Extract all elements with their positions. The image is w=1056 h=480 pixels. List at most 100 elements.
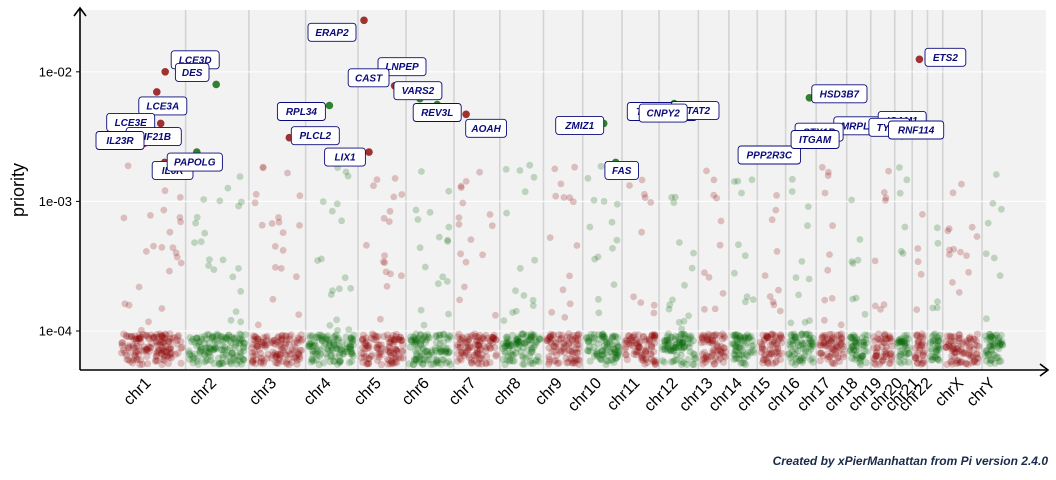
- data-point: [185, 347, 193, 355]
- data-point: [392, 345, 400, 353]
- data-point: [143, 331, 151, 339]
- data-point: [603, 343, 612, 351]
- data-point: [500, 317, 508, 324]
- data-point: [856, 236, 864, 243]
- data-point: [363, 360, 371, 368]
- data-point: [806, 335, 814, 343]
- data-point: [194, 354, 202, 363]
- data-point: [387, 270, 394, 278]
- data-point: [134, 355, 142, 363]
- data-point: [160, 356, 168, 364]
- data-point: [599, 331, 607, 339]
- data-point: [418, 168, 425, 175]
- data-point: [520, 292, 528, 299]
- data-point: [661, 341, 669, 349]
- data-point: [590, 334, 598, 342]
- gene-label-box: [638, 103, 688, 123]
- data-point: [972, 337, 980, 345]
- data-point: [367, 352, 375, 360]
- data-point: [332, 344, 341, 352]
- data-point: [483, 353, 491, 361]
- data-point: [152, 356, 160, 364]
- data-point: [349, 352, 357, 360]
- data-point: [128, 359, 137, 367]
- data-point: [419, 355, 427, 363]
- data-point: [858, 352, 866, 360]
- data-point: [568, 348, 576, 356]
- data-point: [704, 330, 713, 338]
- data-point: [534, 353, 542, 361]
- data-point: [222, 351, 230, 359]
- data-point: [821, 338, 829, 346]
- data-point: [275, 333, 283, 341]
- data-point: [878, 343, 886, 351]
- data-point: [860, 338, 868, 346]
- data-point: [584, 337, 592, 345]
- data-point: [225, 331, 233, 339]
- data-point: [559, 286, 567, 294]
- data-point: [240, 339, 248, 347]
- data-point: [424, 331, 432, 339]
- data-point: [462, 339, 471, 347]
- data-point: [484, 334, 492, 342]
- data-point: [575, 344, 583, 352]
- data-point: [504, 352, 512, 360]
- data-point: [919, 335, 927, 343]
- chr-label-chr6: chr6: [399, 375, 433, 409]
- data-point: [374, 345, 382, 353]
- data-point: [882, 346, 890, 355]
- data-point: [268, 337, 276, 345]
- data-point: [702, 333, 710, 341]
- data-point: [333, 200, 341, 208]
- data-point: [196, 348, 204, 356]
- data-point: [829, 333, 838, 341]
- data-point: [691, 355, 700, 363]
- data-point: [189, 355, 197, 363]
- data-point: [166, 349, 174, 357]
- data-point: [432, 332, 440, 341]
- data-point: [513, 340, 521, 348]
- data-point: [949, 345, 957, 354]
- data-point: [788, 347, 797, 355]
- data-point: [771, 331, 779, 340]
- data-point: [118, 339, 127, 347]
- data-point: [282, 332, 290, 340]
- data-point: [851, 333, 859, 341]
- data-point: [462, 178, 470, 185]
- data-point: [872, 352, 880, 360]
- chromosome-points-chr20: [894, 164, 913, 367]
- data-point: [424, 333, 432, 341]
- data-point: [659, 345, 667, 354]
- data-point: [143, 360, 152, 368]
- data-point: [525, 336, 533, 344]
- data-point: [254, 342, 262, 350]
- data-point: [293, 339, 301, 347]
- data-point: [324, 332, 332, 340]
- data-point: [933, 224, 941, 232]
- data-point: [698, 356, 707, 364]
- data-point: [335, 358, 344, 367]
- data-point: [650, 331, 659, 339]
- gene-point-lce3e: [156, 119, 165, 128]
- data-point: [512, 287, 519, 295]
- data-point: [435, 344, 443, 352]
- data-point: [295, 311, 303, 318]
- gene-label-text: LCE3E: [115, 118, 148, 129]
- data-point: [669, 342, 678, 350]
- data-point: [482, 344, 490, 352]
- data-point: [639, 354, 647, 362]
- data-point: [143, 345, 151, 353]
- data-point: [827, 337, 835, 345]
- data-point: [931, 337, 940, 345]
- data-point: [392, 346, 400, 354]
- gene-label-text: VARS2: [402, 86, 435, 97]
- data-point: [665, 345, 673, 353]
- data-point: [768, 338, 776, 346]
- data-point: [130, 344, 139, 352]
- data-point: [569, 359, 577, 367]
- data-point: [205, 344, 213, 352]
- data-point: [628, 342, 637, 350]
- data-point: [597, 355, 605, 363]
- data-point: [675, 344, 683, 352]
- data-point: [334, 336, 343, 344]
